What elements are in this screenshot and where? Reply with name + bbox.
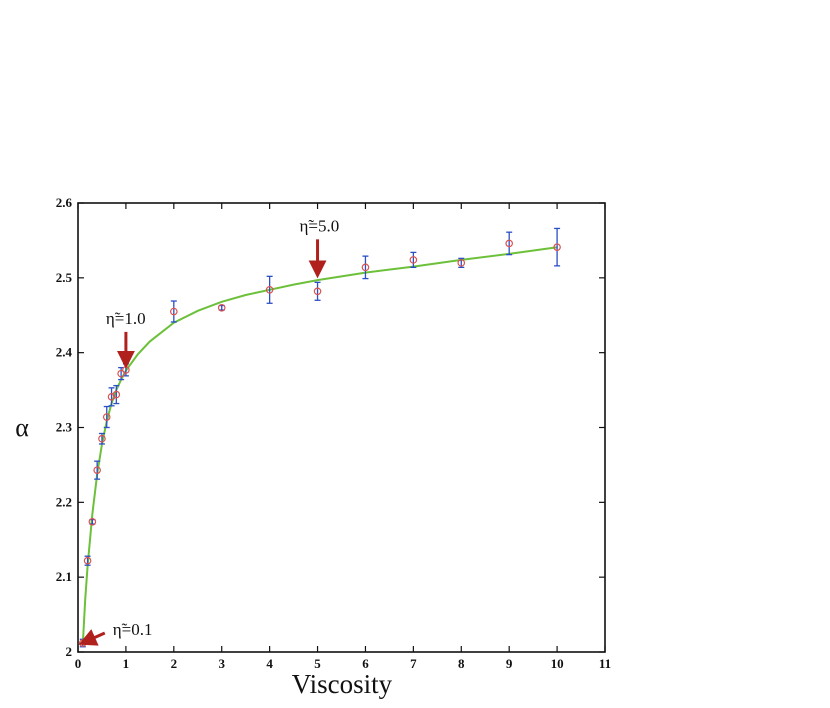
x-tick-label: 10	[551, 656, 564, 671]
data-point	[88, 517, 97, 526]
x-tick-label: 5	[314, 656, 321, 671]
annotation-arrow	[78, 629, 106, 646]
data-point	[83, 556, 92, 565]
y-axis-title: α	[15, 413, 29, 442]
data-point	[117, 369, 125, 378]
fit-curve	[81, 246, 558, 645]
y-tick-label: 2.5	[56, 270, 73, 285]
data-point	[98, 434, 106, 443]
data-point	[112, 390, 121, 399]
y-tick-label: 2.1	[56, 569, 72, 584]
data-point	[457, 259, 466, 267]
points-layer	[78, 239, 561, 647]
errorbar	[94, 460, 101, 480]
errorbar	[506, 231, 513, 256]
x-tick-label: 2	[171, 656, 178, 671]
y-tick-label: 2.2	[56, 494, 72, 509]
x-tick-label: 11	[599, 656, 611, 671]
data-point	[409, 256, 418, 264]
axis-ticks: 0 1 2 3 4 5 6 7 8 9 10 11 2 2.1 2.2 2.3 2.4 2.5 2.6	[56, 195, 611, 671]
annotations-layer: η̃=5.0 η̃=1.0 η̃=0.1	[78, 216, 340, 646]
x-tick-label: 0	[75, 656, 82, 671]
errorbar	[314, 281, 321, 301]
y-tick-label: 2	[66, 644, 73, 659]
errorbar	[554, 227, 561, 267]
data-point	[217, 303, 226, 312]
data-point	[553, 243, 561, 251]
data-point	[313, 287, 322, 296]
errorbar	[170, 300, 177, 323]
data-point	[361, 263, 370, 272]
data-point	[102, 413, 111, 421]
y-tick-label: 2.4	[56, 345, 73, 360]
errorbar-layer	[79, 227, 561, 648]
errorbar	[362, 255, 369, 280]
y-tick-label: 2.3	[56, 420, 73, 435]
x-axis-title: Viscosity	[292, 669, 393, 699]
errorbar	[103, 405, 110, 429]
x-tick-label: 7	[410, 656, 417, 671]
x-tick-label: 6	[362, 656, 369, 671]
x-tick-label: 1	[123, 656, 130, 671]
data-point	[93, 466, 101, 474]
annotation-label: η̃=5.0	[300, 216, 340, 235]
errorbar	[108, 387, 115, 407]
annotation-label: η̃=1.0	[106, 309, 146, 328]
errorbar	[410, 251, 417, 269]
x-tick-label: 8	[458, 656, 465, 671]
annotation-label: η̃=0.1	[113, 620, 153, 639]
x-tick-label: 3	[218, 656, 225, 671]
data-point	[265, 286, 274, 294]
errorbar	[113, 384, 120, 405]
errorbar	[266, 275, 273, 304]
x-tick-label: 9	[506, 656, 513, 671]
plot-frame	[77, 202, 606, 653]
data-point	[505, 239, 513, 248]
y-tick-label: 2.6	[56, 195, 73, 210]
data-point	[170, 307, 178, 316]
x-tick-label: 4	[266, 656, 273, 671]
fit-layer	[81, 246, 558, 645]
